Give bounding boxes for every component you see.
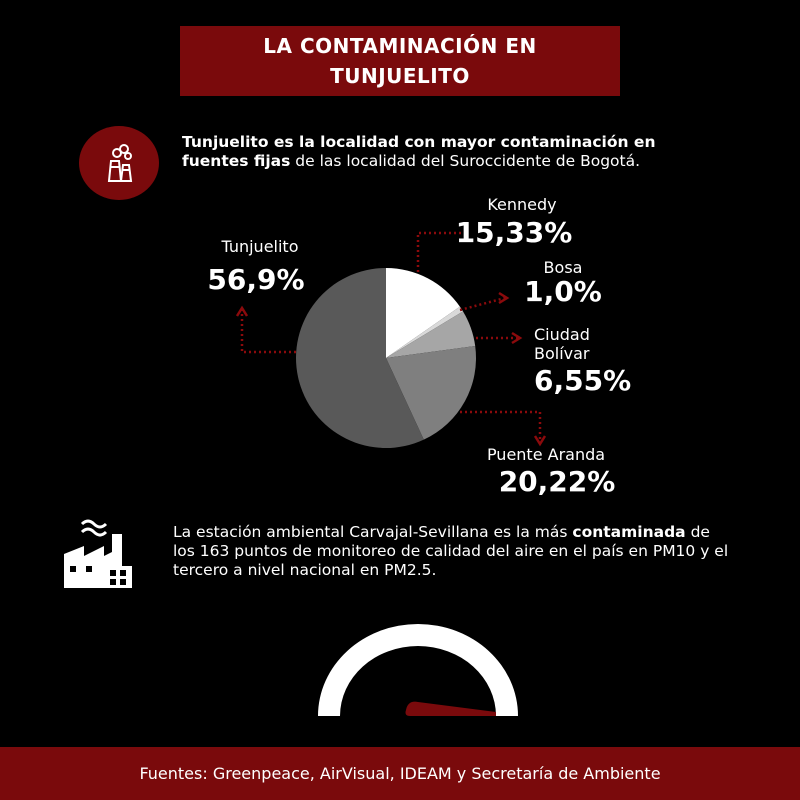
slice-name-label: Tunjuelito [220,237,298,256]
gauge-icon [318,624,518,716]
pie-slice-ciudad-bolívar [386,311,476,358]
pie-slice-kennedy [386,268,460,358]
slice-name-label: Puente Aranda [487,445,605,464]
slice-name-label: Ciudad [534,325,590,344]
leader-arrow [533,435,547,447]
footer: Fuentes: Greenpeace, AirVisual, IDEAM y … [0,747,800,800]
slice-name-label: Bosa [544,258,583,277]
footer-sources: Fuentes: Greenpeace, AirVisual, IDEAM y … [139,764,661,783]
intro-bold-text: Tunjuelito es la localidad con mayor con… [182,133,656,170]
slice-value-label: 6,55% [534,364,631,397]
factory-icon [64,519,132,588]
slice-value-label: 56,9% [207,263,304,296]
slice-name-label: Bolívar [534,344,590,363]
leader-arrow [511,331,523,345]
pie-slice-tunjuelito [295,268,424,448]
leader-arrow [498,291,510,305]
station-bold-text: contaminada [572,523,686,541]
title-line-1: LA CONTAMINACIÓN EN [263,34,537,58]
factory-smoke-icon [79,126,159,200]
leader-line [460,410,542,442]
leader-line [240,310,296,354]
intro-text: Tunjuelito es la localidad con mayor con… [182,133,722,171]
slice-name-label: Kennedy [487,195,556,214]
pie-slice-bosa [386,306,463,358]
pie-slice-puente-aranda [386,346,476,440]
leader-line [459,296,506,312]
title-banner: LA CONTAMINACIÓN EN TUNJUELITO [180,26,620,96]
slice-value-label: 20,22% [499,465,616,498]
station-text-1: La estación ambiental Carvajal-Sevillana… [173,523,573,541]
title-line-2: TUNJUELITO [330,64,470,88]
leader-arrow [235,305,249,317]
slice-value-label: 1,0% [524,275,602,308]
slice-value-label: 15,33% [456,216,573,249]
station-text-2: de los 163 puntos de monitoreo de calida… [173,523,729,579]
station-text: La estación ambiental Carvajal-Sevillana… [173,523,733,580]
intro-rest-text: de las localidad del Suroccidente de Bog… [290,152,641,170]
